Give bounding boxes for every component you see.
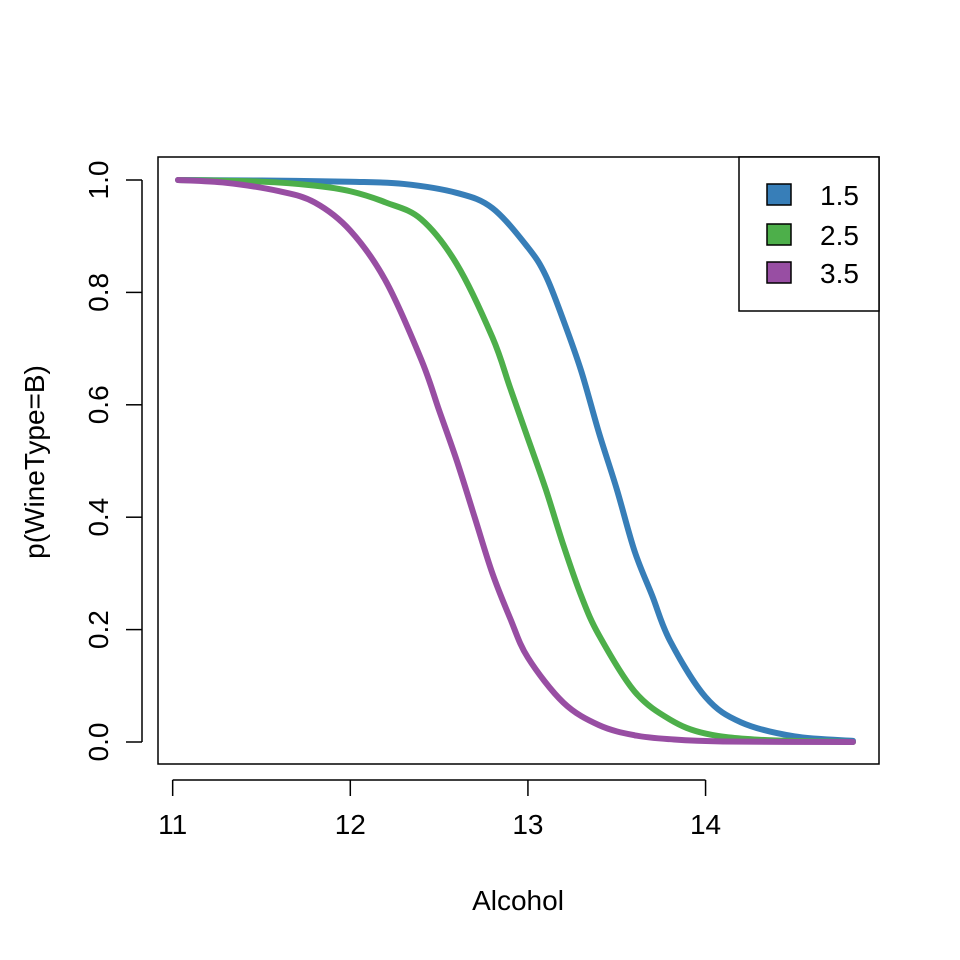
legend-label-2: 2.5 <box>820 220 859 251</box>
legend-label-3: 3.5 <box>820 258 859 289</box>
x-tick-label: 12 <box>335 809 366 840</box>
y-tick-label: 0.8 <box>83 273 114 312</box>
x-tick-label: 13 <box>512 809 543 840</box>
series-layer <box>175 177 856 745</box>
series-line-2 <box>175 177 856 745</box>
y-axis: 0.0 0.2 0.4 0.6 0.8 1.0 <box>83 161 143 762</box>
x-tick-label: 11 <box>158 809 187 840</box>
y-tick-label: 1.0 <box>83 161 114 200</box>
legend-swatch-2 <box>766 223 792 246</box>
y-tick-label: 0.2 <box>83 610 114 649</box>
plot-frame <box>157 156 880 765</box>
x-tick-label: 14 <box>690 809 721 840</box>
legend-swatch-1 <box>766 183 792 206</box>
x-axis-title: Alcohol <box>472 885 564 916</box>
y-tick-label: 0.0 <box>83 723 114 762</box>
x-axis: 11 12 13 14 <box>158 779 721 840</box>
legend-box <box>738 156 880 312</box>
y-tick-label: 0.4 <box>83 498 114 537</box>
legend: 1.5 2.5 3.5 <box>738 156 880 312</box>
series-line-1 <box>175 177 856 744</box>
legend-label-1: 1.5 <box>820 180 859 211</box>
series-line-3 <box>175 177 856 745</box>
legend-swatch-3 <box>766 261 792 284</box>
y-tick-label: 0.6 <box>83 385 114 424</box>
y-axis-title: p(WineType=B) <box>19 365 50 559</box>
